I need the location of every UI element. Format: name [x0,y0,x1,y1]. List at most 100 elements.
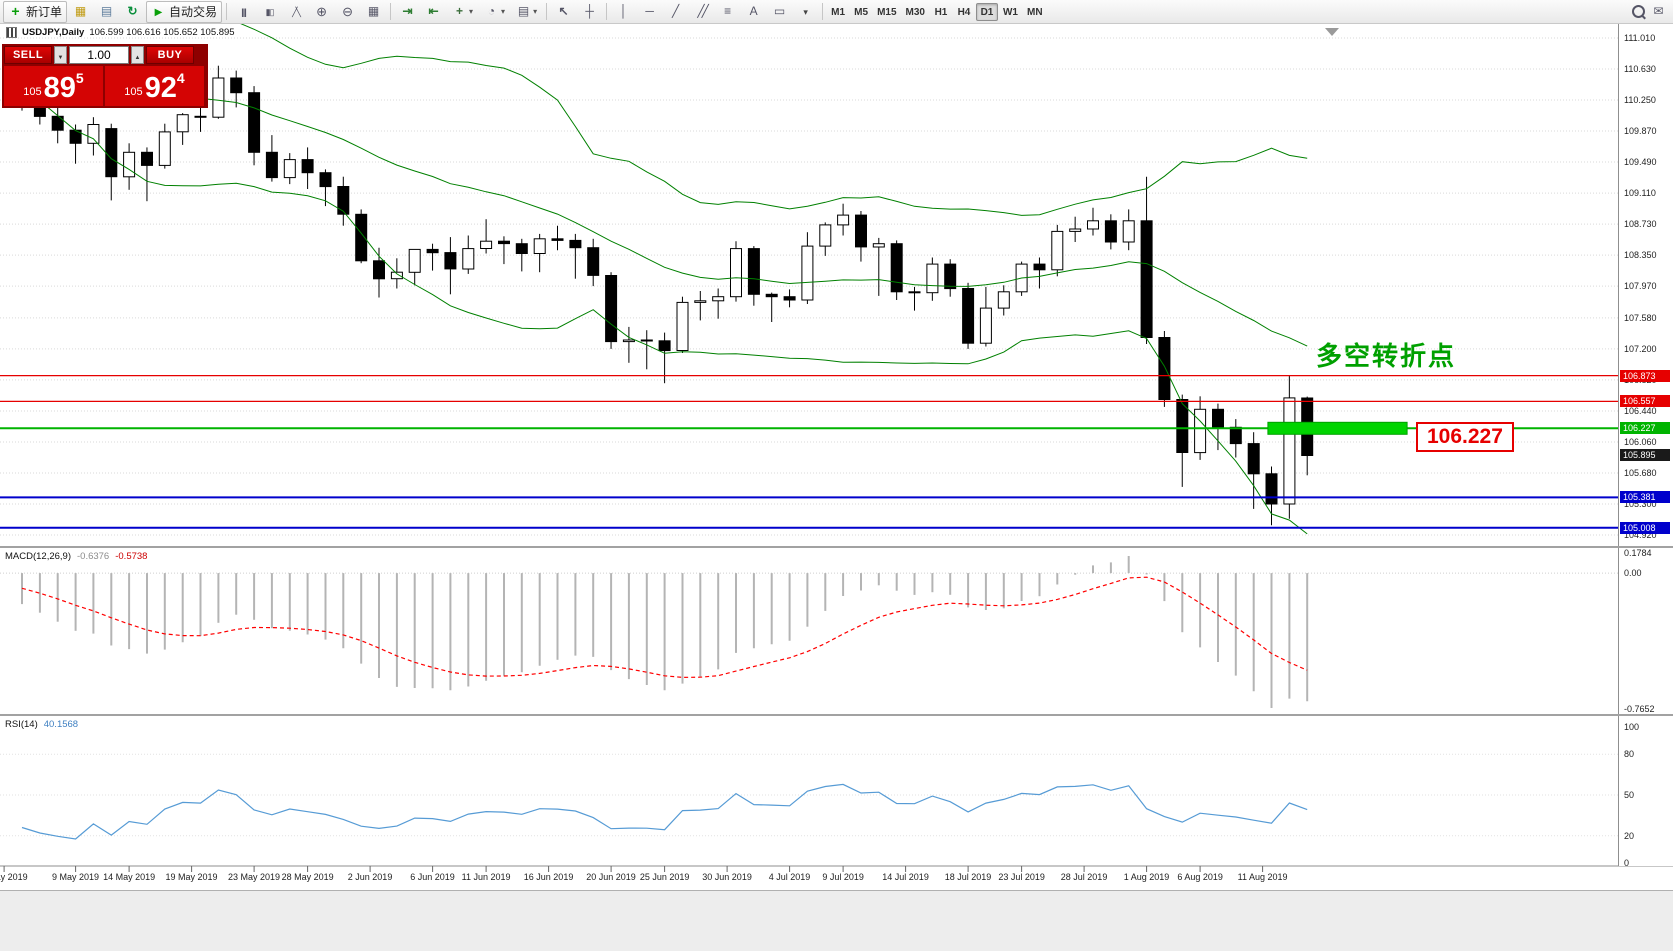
timeframe-w1-button[interactable]: W1 [999,3,1022,21]
price-axis-label: 106.440 [1624,405,1657,416]
timeframe-m1-button[interactable]: M1 [827,3,849,21]
auto-scroll-button[interactable] [395,1,420,23]
zoom-out-icon [340,4,355,20]
date-axis-label: 23 May 2019 [228,872,281,882]
timeframe-mn-button[interactable]: MN [1023,3,1047,21]
chart-icon [6,27,17,38]
rsi-axis-label: 20 [1624,830,1635,841]
periods-button[interactable]: ▾ [479,1,510,23]
toolbar-separator [390,3,392,20]
buy-button[interactable]: BUY [146,46,194,64]
price-axis-label: 108.730 [1624,219,1657,230]
timeframe-h1-button[interactable]: H1 [930,3,952,21]
macd-value-main: -0.6376 [77,551,110,562]
refresh-button[interactable] [120,1,145,23]
candlesticks [16,65,1314,526]
pane-divider[interactable] [0,714,1673,716]
channel-button[interactable] [689,1,714,23]
vertical-line-icon [616,4,631,19]
chart-annotation[interactable]: 多空转折点 [1316,341,1457,371]
date-axis-label: 1 Aug 2019 [1123,872,1170,882]
auto-scroll-icon [400,4,415,19]
fibonacci-button[interactable] [715,1,740,23]
quotes-button[interactable] [68,1,93,23]
date-axis-label: 9 Jul 2019 [822,872,864,882]
charts-button[interactable] [94,1,119,23]
indicators-button[interactable]: ▾ [447,1,478,23]
date-axis-label: 20 Jun 2019 [586,872,636,882]
date-axis-label: 4 Jul 2019 [768,872,811,882]
crosshair-button[interactable] [577,1,602,23]
buy-price-display[interactable]: 105 92 4 [105,66,204,106]
toolbar-separator [546,3,548,20]
timeframe-m5-button[interactable]: M5 [850,3,872,21]
price-callout[interactable]: 106.227 [1416,422,1514,452]
label-tool-button[interactable] [767,1,792,23]
price-axis-label: 109.870 [1624,126,1657,137]
tile-windows-button[interactable] [361,1,386,23]
chevron-down-icon: ▾ [533,7,538,16]
date-axis-label: 11 Jun 2019 [461,872,511,882]
refresh-icon [125,4,140,19]
volume-dropdown-button[interactable] [54,46,67,64]
templates-button[interactable]: ▾ [511,1,542,23]
pane-divider[interactable] [0,546,1673,548]
sell-price-display[interactable]: 105 89 5 [4,66,103,106]
search-icon[interactable] [1632,5,1645,18]
vertical-line-button[interactable] [611,1,636,23]
new-order-button[interactable]: 新订单 [3,0,68,23]
line-chart-button[interactable] [283,1,308,23]
trendline-button[interactable] [663,1,688,23]
text-tool-button[interactable]: A [741,1,766,23]
price-axis-label: 107.970 [1624,281,1657,292]
chart-shift-marker[interactable] [1325,28,1339,36]
buy-price-prefix: 105 [124,86,143,98]
toolbar-separator [226,3,228,20]
indicators-icon [452,4,467,19]
bar-chart-icon [236,4,251,20]
zoom-in-button[interactable] [309,1,334,23]
chart-canvas[interactable] [0,24,1673,890]
price-axis-label: 104.920 [1624,530,1657,540]
rsi-axis-label: 100 [1624,722,1640,732]
price-axis-label: 105.300 [1624,498,1657,509]
chart-shift-button[interactable] [421,1,446,23]
bar-chart-button[interactable] [231,1,256,23]
date-axis-label: 19 May 2019 [165,872,218,882]
timeframe-m30-button[interactable]: M30 [902,3,929,21]
chart-ohlc: 106.599 106.616 105.652 105.895 [89,27,235,38]
volume-input[interactable] [69,46,129,64]
crosshair-icon [582,4,597,19]
toolbar-separator [822,3,824,20]
timeframe-h4-button[interactable]: H4 [953,3,975,21]
sell-button[interactable]: SELL [4,46,52,64]
date-axis-label: 9 May 2019 [52,872,100,882]
date-axis-label: 6 Aug 2019 [1177,872,1223,882]
mail-icon[interactable] [1651,4,1666,19]
tile-windows-icon [366,4,381,19]
date-axis-label: 14 May 2019 [103,872,156,882]
price-axis-label: 109.110 [1624,188,1656,199]
chevron-down-icon: ▾ [501,7,506,16]
horizontal-line-button[interactable] [637,1,662,23]
level-price-chip: 105.381 [1620,491,1670,504]
chevron-down-icon: ▾ [469,7,474,16]
highlight-rectangle[interactable] [1267,421,1408,435]
charts-icon [99,4,114,19]
bid-price-chip: 105.895 [1620,449,1670,462]
fibonacci-icon [720,4,735,19]
candlestick-button[interactable] [257,1,282,23]
timeframe-d1-button[interactable]: D1 [975,2,998,21]
cursor-button[interactable] [551,1,576,23]
rsi-axis-label: 80 [1624,749,1635,760]
rsi-indicator [0,753,1618,840]
zoom-in-icon [314,4,329,20]
timeframe-m15-button[interactable]: M15 [873,3,900,21]
macd-value-signal: -0.5738 [115,551,148,562]
volume-increase-button[interactable] [131,46,144,64]
price-axis[interactable]: 111.010 110.630 110.250 109.870 109.490 109.1… [1618,24,1673,868]
zoom-out-button[interactable] [335,1,360,23]
autotrading-button[interactable]: 自动交易 [146,0,223,23]
shapes-button[interactable] [793,1,818,23]
